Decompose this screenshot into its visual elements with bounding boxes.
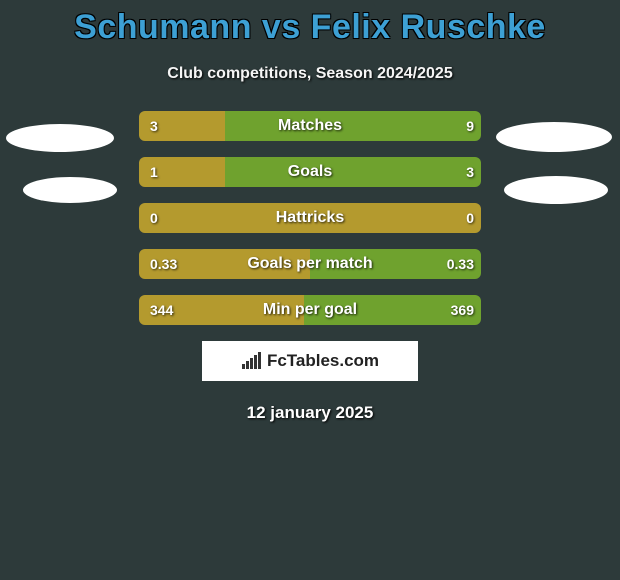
subtitle: Club competitions, Season 2024/2025 (0, 65, 620, 83)
value-left: 0 (150, 203, 158, 233)
bar-track (139, 249, 481, 279)
bar-track (139, 203, 481, 233)
brand-box: FcTables.com (202, 341, 418, 381)
bar-track (139, 157, 481, 187)
value-right: 369 (451, 295, 474, 325)
brand-text: FcTables.com (267, 351, 379, 371)
value-left: 1 (150, 157, 158, 187)
bar-left (139, 203, 481, 233)
stat-row: 0.330.33Goals per match (0, 249, 620, 279)
player-photo-placeholder (496, 122, 612, 152)
bar-track (139, 295, 481, 325)
value-right: 0.33 (447, 249, 474, 279)
date-label: 12 january 2025 (0, 403, 620, 423)
page-title: Schumann vs Felix Ruschke (0, 0, 620, 47)
bar-right (225, 111, 482, 141)
player-photo-placeholder (6, 124, 114, 152)
player-photo-placeholder (23, 177, 117, 203)
player-photo-placeholder (504, 176, 608, 204)
bar-track (139, 111, 481, 141)
value-right: 9 (466, 111, 474, 141)
value-right: 3 (466, 157, 474, 187)
value-left: 3 (150, 111, 158, 141)
value-left: 344 (150, 295, 173, 325)
value-right: 0 (466, 203, 474, 233)
value-left: 0.33 (150, 249, 177, 279)
stat-row: 00Hattricks (0, 203, 620, 233)
bar-chart-icon (241, 352, 263, 370)
bar-right (225, 157, 482, 187)
stat-row: 344369Min per goal (0, 295, 620, 325)
